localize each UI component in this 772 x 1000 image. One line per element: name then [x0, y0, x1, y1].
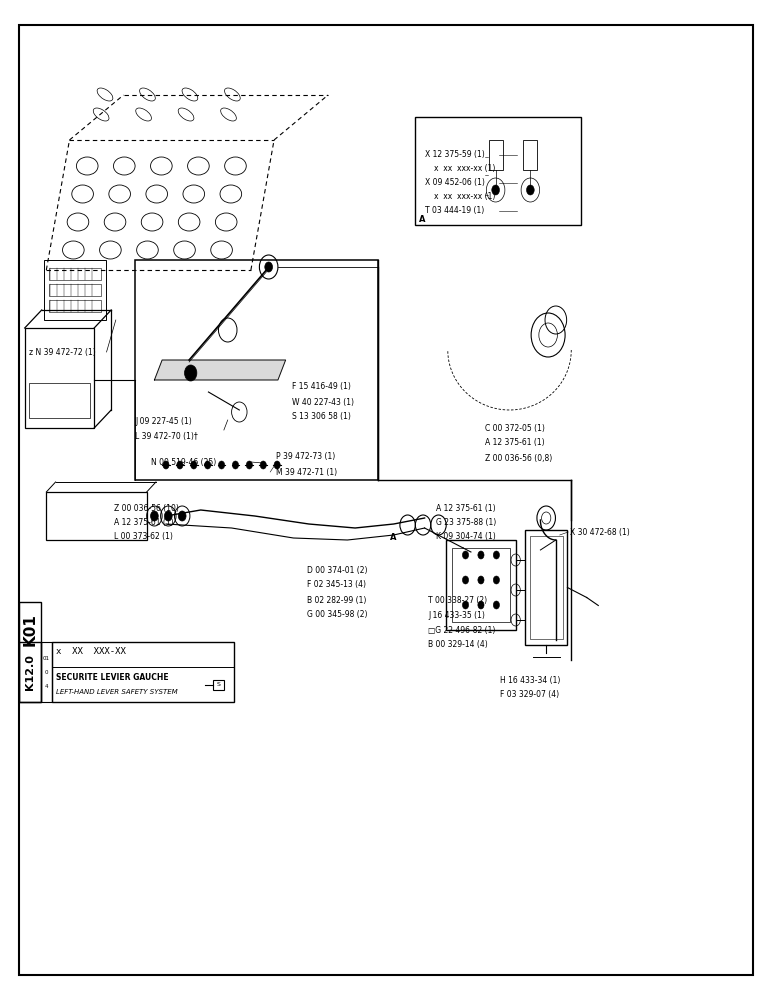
Text: A: A — [390, 534, 396, 542]
Text: Z 00 036-56 (10): Z 00 036-56 (10) — [114, 504, 179, 512]
Circle shape — [246, 461, 252, 469]
Bar — [52, 642, 234, 702]
Bar — [213, 680, 224, 690]
Text: X 12 375-59 (1): X 12 375-59 (1) — [425, 150, 485, 159]
Text: A 12 375-61 (1): A 12 375-61 (1) — [114, 518, 174, 526]
Text: Z 00 036-56 (0,8): Z 00 036-56 (0,8) — [485, 454, 552, 462]
Text: 0: 0 — [45, 670, 48, 674]
Text: H 16 433-34 (1): H 16 433-34 (1) — [500, 676, 560, 684]
Circle shape — [218, 461, 225, 469]
Text: x  XX  XXX-XX: x XX XXX-XX — [56, 648, 127, 656]
Bar — [29, 383, 90, 418]
Text: C 00 372-05 (1): C 00 372-05 (1) — [485, 424, 545, 432]
Text: A: A — [419, 215, 425, 224]
Bar — [523, 140, 537, 170]
Text: 4: 4 — [45, 684, 48, 688]
Circle shape — [527, 185, 534, 195]
Text: □G 22 496-82 (1): □G 22 496-82 (1) — [428, 626, 496, 635]
Circle shape — [478, 601, 484, 609]
Bar — [41, 642, 52, 702]
Text: S: S — [216, 682, 221, 688]
Circle shape — [177, 461, 183, 469]
Circle shape — [478, 576, 484, 584]
Text: S 13 306 58 (1): S 13 306 58 (1) — [292, 412, 350, 422]
Text: K01: K01 — [22, 614, 38, 646]
Bar — [446, 540, 516, 630]
Circle shape — [274, 461, 280, 469]
Circle shape — [478, 551, 484, 559]
Text: F 02 345-13 (4): F 02 345-13 (4) — [307, 580, 366, 589]
Circle shape — [492, 185, 499, 195]
Bar — [49, 284, 101, 296]
Text: X 30 472-68 (1): X 30 472-68 (1) — [570, 528, 629, 536]
Circle shape — [164, 511, 172, 521]
Text: M 39 472-71 (1): M 39 472-71 (1) — [276, 468, 337, 477]
Circle shape — [462, 601, 469, 609]
Circle shape — [185, 365, 197, 381]
Text: J 16 433-35 (1): J 16 433-35 (1) — [428, 610, 486, 619]
Bar — [489, 140, 503, 170]
Bar — [135, 260, 378, 480]
Text: G 23 375-88 (1): G 23 375-88 (1) — [436, 518, 496, 526]
Text: B 00 329-14 (4): B 00 329-14 (4) — [428, 641, 488, 650]
Text: T 03 444-19 (1): T 03 444-19 (1) — [425, 207, 485, 216]
Circle shape — [163, 461, 169, 469]
Text: J 09 227-45 (1): J 09 227-45 (1) — [135, 418, 192, 426]
Bar — [46, 492, 147, 540]
Text: L 00 373-62 (1): L 00 373-62 (1) — [114, 532, 173, 540]
Bar — [525, 530, 567, 645]
Bar — [452, 548, 510, 622]
Circle shape — [493, 576, 499, 584]
Circle shape — [462, 551, 469, 559]
Circle shape — [462, 576, 469, 584]
Polygon shape — [154, 360, 286, 380]
Text: K12.0: K12.0 — [25, 654, 35, 690]
Bar — [530, 536, 563, 639]
Circle shape — [232, 461, 239, 469]
Text: T 00 338-27 (2): T 00 338-27 (2) — [428, 595, 488, 604]
Circle shape — [151, 511, 158, 521]
Circle shape — [191, 461, 197, 469]
Text: A 12 375-61 (1): A 12 375-61 (1) — [436, 504, 496, 512]
Text: A 12 375-61 (1): A 12 375-61 (1) — [485, 438, 544, 448]
Text: P 39 472-73 (1): P 39 472-73 (1) — [276, 452, 336, 462]
Bar — [415, 117, 581, 225]
Bar — [49, 300, 101, 312]
Circle shape — [205, 461, 211, 469]
Text: LEFT-HAND LEVER SAFETY SYSTEM: LEFT-HAND LEVER SAFETY SYSTEM — [56, 689, 178, 695]
Text: 01: 01 — [42, 656, 50, 660]
Text: z N 39 472-72 (1): z N 39 472-72 (1) — [29, 348, 96, 357]
Text: N 00 519-46 (25): N 00 519-46 (25) — [151, 458, 216, 466]
Text: F 03 329-07 (4): F 03 329-07 (4) — [500, 690, 560, 700]
Circle shape — [493, 551, 499, 559]
Bar — [19, 642, 41, 702]
Text: X 09 452-06 (1): X 09 452-06 (1) — [425, 178, 486, 188]
Text: W 40 227-43 (1): W 40 227-43 (1) — [292, 397, 354, 406]
Text: D 00 374-01 (2): D 00 374-01 (2) — [307, 566, 367, 574]
Text: x  xx  xxx-xx (1): x xx xxx-xx (1) — [434, 192, 496, 202]
Bar — [49, 268, 101, 280]
Bar — [44, 260, 106, 320]
Bar — [19, 602, 41, 702]
Bar — [25, 328, 94, 428]
Circle shape — [265, 262, 273, 272]
Text: K 09 304-74 (1): K 09 304-74 (1) — [436, 532, 496, 540]
Circle shape — [178, 511, 186, 521]
Text: F 15 416-49 (1): F 15 416-49 (1) — [292, 382, 350, 391]
Text: L 39 472-70 (1)†: L 39 472-70 (1)† — [135, 432, 198, 442]
Text: B 02 282-99 (1): B 02 282-99 (1) — [307, 595, 367, 604]
Text: x  xx  xxx-xx (1): x xx xxx-xx (1) — [434, 164, 496, 174]
Circle shape — [260, 461, 266, 469]
Text: G 00 345-98 (2): G 00 345-98 (2) — [307, 610, 367, 619]
Circle shape — [493, 601, 499, 609]
Text: SECURITE LEVIER GAUCHE: SECURITE LEVIER GAUCHE — [56, 674, 169, 682]
